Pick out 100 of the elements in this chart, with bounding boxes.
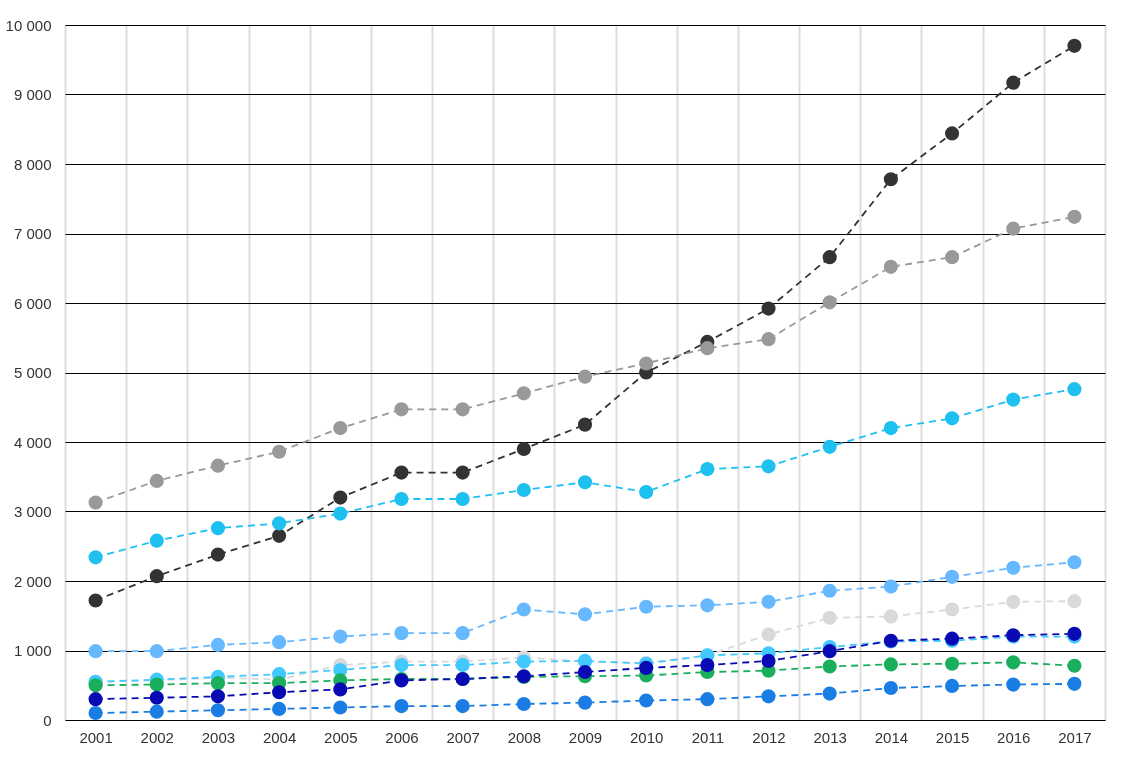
point bbox=[1067, 594, 1082, 609]
point bbox=[394, 699, 409, 714]
point bbox=[210, 521, 226, 536]
point bbox=[639, 599, 654, 614]
x-tick-label: 2012 bbox=[752, 728, 786, 746]
point bbox=[455, 658, 470, 673]
point bbox=[88, 593, 103, 608]
x-tick-label: 2007 bbox=[446, 728, 480, 746]
point bbox=[88, 692, 103, 707]
point bbox=[944, 602, 960, 617]
point bbox=[516, 602, 531, 617]
y-tick-label: 6 000 bbox=[13, 294, 52, 312]
y-tick-label: 9 000 bbox=[13, 86, 52, 103]
point bbox=[210, 703, 226, 718]
point bbox=[1067, 38, 1082, 53]
point bbox=[639, 693, 654, 708]
point bbox=[272, 701, 287, 716]
point bbox=[1067, 382, 1082, 397]
point bbox=[639, 484, 654, 500]
point bbox=[88, 644, 103, 659]
point bbox=[700, 462, 715, 477]
point bbox=[149, 569, 164, 584]
point bbox=[883, 259, 898, 274]
x-tick-label: 2006 bbox=[385, 728, 419, 746]
point bbox=[577, 369, 593, 384]
point bbox=[455, 402, 470, 417]
point bbox=[700, 341, 715, 356]
y-tick-label: 7 000 bbox=[13, 225, 52, 242]
point bbox=[210, 458, 226, 473]
x-tick-label: 2004 bbox=[262, 728, 297, 746]
point bbox=[822, 659, 837, 674]
point bbox=[333, 629, 348, 644]
point bbox=[761, 653, 776, 668]
y-tick-label: 2 000 bbox=[13, 572, 52, 590]
point bbox=[577, 417, 593, 432]
y-tick-label: 3 000 bbox=[13, 503, 52, 520]
point bbox=[272, 685, 287, 700]
point bbox=[394, 491, 409, 507]
point bbox=[149, 677, 164, 692]
x-tick-label: 2003 bbox=[201, 728, 236, 746]
point bbox=[944, 678, 960, 693]
point bbox=[944, 250, 960, 265]
y-tick-label: 5 000 bbox=[13, 364, 52, 381]
point bbox=[516, 654, 531, 669]
y-tick-label: 10 000 bbox=[5, 16, 52, 34]
point bbox=[333, 506, 348, 521]
x-tick-label: 2013 bbox=[813, 728, 847, 746]
point bbox=[333, 490, 348, 505]
point bbox=[516, 482, 531, 498]
point bbox=[149, 690, 164, 705]
point bbox=[210, 547, 226, 562]
point bbox=[822, 583, 837, 598]
x-tick-label: 2015 bbox=[935, 728, 970, 746]
point bbox=[577, 475, 593, 490]
point bbox=[272, 635, 287, 650]
point bbox=[1067, 676, 1082, 691]
point bbox=[333, 700, 348, 715]
y-tick-label: 8 000 bbox=[13, 155, 52, 173]
point bbox=[149, 533, 164, 548]
point bbox=[149, 473, 164, 488]
point bbox=[210, 689, 226, 704]
point bbox=[1006, 677, 1021, 692]
point bbox=[272, 444, 287, 459]
point bbox=[455, 491, 470, 507]
point bbox=[272, 516, 287, 531]
point bbox=[333, 421, 348, 436]
x-tick-label: 2005 bbox=[324, 728, 358, 746]
point bbox=[1006, 75, 1021, 90]
point bbox=[88, 705, 103, 721]
point bbox=[149, 704, 164, 719]
point bbox=[883, 172, 898, 187]
point bbox=[944, 656, 960, 671]
point bbox=[455, 699, 470, 714]
point bbox=[577, 664, 593, 680]
point bbox=[1067, 658, 1082, 673]
point bbox=[1067, 555, 1082, 570]
point bbox=[88, 495, 103, 510]
x-tick-label: 2014 bbox=[874, 728, 909, 746]
point bbox=[210, 637, 226, 652]
x-tick-label: 2016 bbox=[997, 728, 1031, 746]
y-tick-label: 4 000 bbox=[13, 433, 52, 451]
point bbox=[944, 569, 960, 584]
point bbox=[455, 626, 470, 641]
x-tick-label: 2009 bbox=[568, 728, 603, 746]
point bbox=[700, 692, 715, 707]
point bbox=[761, 459, 776, 474]
point bbox=[822, 610, 837, 625]
point bbox=[1006, 655, 1021, 670]
point bbox=[822, 439, 837, 454]
point bbox=[333, 682, 348, 697]
point bbox=[394, 626, 409, 641]
point bbox=[210, 676, 226, 691]
point bbox=[88, 550, 103, 565]
point bbox=[577, 695, 593, 710]
point bbox=[700, 658, 715, 673]
point bbox=[1006, 594, 1021, 609]
point bbox=[516, 696, 531, 712]
point bbox=[944, 411, 960, 426]
point bbox=[883, 579, 898, 594]
point bbox=[577, 607, 593, 622]
